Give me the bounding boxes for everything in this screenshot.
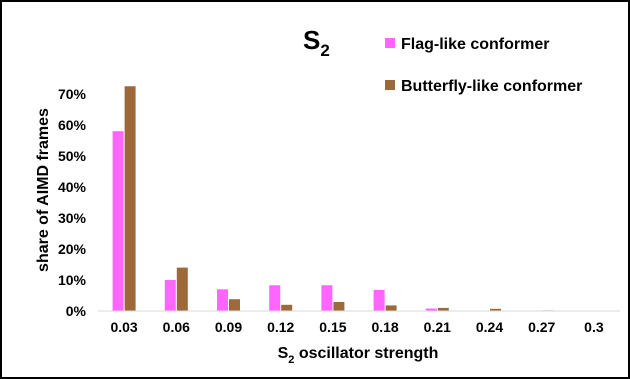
legend-swatch-2 xyxy=(385,80,395,90)
bar-series2-0.03 xyxy=(124,86,136,311)
legend-label-2: Butterfly-like conformer xyxy=(401,78,582,95)
y-axis-label: share of AIMD frames xyxy=(35,108,52,272)
x-axis-label-subscript: 2 xyxy=(288,354,294,366)
bar-series2-0.06 xyxy=(176,267,188,311)
y-tick-label: 40% xyxy=(58,179,87,195)
x-tick-label: 0.12 xyxy=(267,319,294,335)
y-tick-labels: 0% 10% 20% 30% 40% 50% 60% 70% xyxy=(58,86,87,319)
bar-series2-0.09 xyxy=(229,299,240,311)
x-tick-label: 0.18 xyxy=(371,319,398,335)
bar-series1-0.18 xyxy=(373,289,385,311)
bar-series2-0.12 xyxy=(281,304,293,311)
bar-series1-0.12 xyxy=(269,285,281,311)
bar-series1-0.21 xyxy=(425,308,437,311)
bar-series1-0.03 xyxy=(112,131,124,311)
x-tick-label: 0.21 xyxy=(424,319,451,335)
bar-series2-0.24 xyxy=(490,308,501,311)
bar-series2-0.15 xyxy=(333,302,345,311)
x-tick-label: 0.09 xyxy=(215,319,242,335)
x-axis-label-rest: oscillator strength xyxy=(294,345,438,362)
x-tick-label: 0.27 xyxy=(528,319,555,335)
x-tick-labels: 0.03 0.06 0.09 0.12 0.15 0.18 0.21 0.24 0.27 0.3 xyxy=(110,319,603,335)
bar-series2-0.21 xyxy=(437,307,449,311)
x-tick-label: 0.06 xyxy=(163,319,190,335)
bar-series2-0.18 xyxy=(385,305,397,311)
bar-series1-0.06 xyxy=(164,280,176,311)
y-tick-label: 10% xyxy=(58,272,87,288)
chart-title: S2 xyxy=(303,25,330,60)
bars xyxy=(112,86,554,311)
y-tick-label: 0% xyxy=(66,303,87,319)
y-tick-label: 50% xyxy=(58,148,87,164)
y-tick-label: 60% xyxy=(58,117,87,133)
x-tick-label: 0.03 xyxy=(110,319,137,335)
y-tick-label: 30% xyxy=(58,210,87,226)
chart-title-subscript: 2 xyxy=(320,41,329,60)
y-tick-label: 70% xyxy=(58,86,87,102)
bar-series1-0.15 xyxy=(321,285,333,311)
legend-label-1: Flag-like conformer xyxy=(401,36,549,53)
legend: Flag-like conformer Butterfly-like confor… xyxy=(385,36,582,95)
legend-swatch-1 xyxy=(385,38,395,48)
x-axis-label-prefix: S xyxy=(278,345,289,362)
y-tick-label: 20% xyxy=(58,241,87,257)
bar-series1-0.09 xyxy=(217,289,228,311)
x-tick-label: 0.24 xyxy=(476,319,503,335)
x-tick-label: 0.3 xyxy=(584,319,604,335)
x-tick-label: 0.15 xyxy=(319,319,346,335)
chart-title-main: S xyxy=(303,25,320,55)
x-axis-label: S2 oscillator strength xyxy=(278,345,439,366)
